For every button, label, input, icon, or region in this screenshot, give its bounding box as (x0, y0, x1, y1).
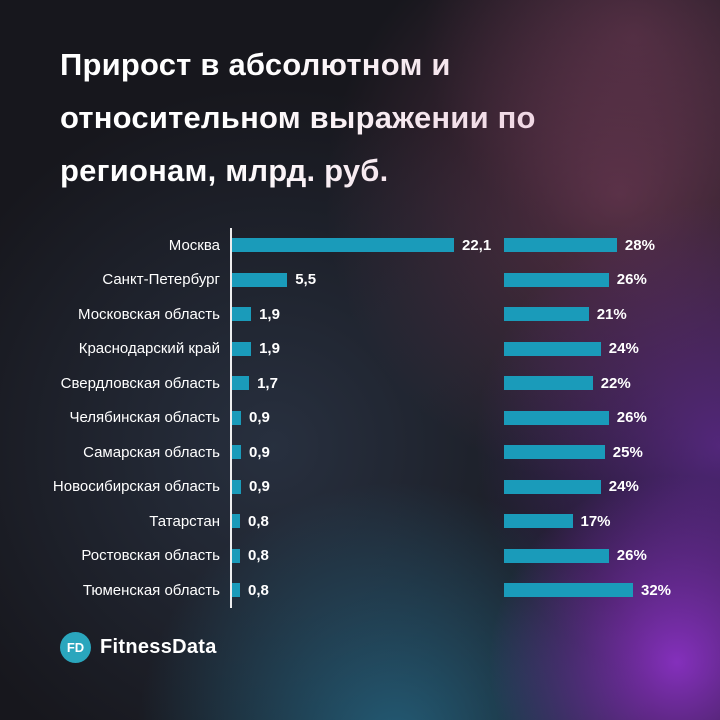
dual-bar-chart: Москва 22,1 28% Санкт-Петербург 5,5 26% Москов… (0, 228, 720, 608)
absolute-value-bar (232, 376, 250, 391)
chart-row: Москва 22,1 28% (0, 228, 720, 263)
absolute-value-bar (232, 410, 241, 425)
percent-value-label: 28% (624, 236, 655, 254)
percent-bar-zone: 26% (504, 263, 720, 298)
percent-value-label: 24% (608, 478, 639, 496)
chart-rows: Москва 22,1 28% Санкт-Петербург 5,5 26% Москов… (0, 228, 720, 608)
absolute-bar-zone: 1,9 (230, 331, 504, 366)
absolute-bar-zone: 0,9 (230, 469, 504, 504)
fitnessdata-logo-icon: FD (60, 632, 91, 663)
absolute-value-bar (232, 272, 288, 287)
absolute-value-label: 0,8 (248, 512, 269, 530)
percent-value-label: 26% (616, 547, 647, 565)
absolute-value-bar (232, 238, 454, 253)
percent-bar-zone: 24% (504, 332, 720, 367)
absolute-value-label: 0,9 (249, 409, 270, 427)
percent-value-bar (504, 272, 609, 287)
absolute-value-label: 1,9 (259, 305, 280, 323)
percent-value-label: 22% (600, 374, 631, 392)
percent-bar-zone: 21% (504, 297, 720, 332)
percent-bar-zone: 25% (504, 435, 720, 470)
chart-row: Новосибирская область 0,9 24% (0, 469, 720, 505)
percent-value-bar (504, 341, 601, 356)
absolute-value-label: 1,9 (259, 340, 280, 358)
percent-value-bar (504, 307, 589, 322)
chart-row: Санкт-Петербург 5,5 26% (0, 262, 720, 298)
fitnessdata-logo-text: FitnessData (100, 636, 217, 658)
percent-value-bar (504, 238, 617, 253)
chart-row: Краснодарский край 1,9 24% (0, 331, 720, 367)
percent-value-label: 26% (616, 409, 647, 427)
absolute-bar-zone: 0,9 (230, 435, 504, 470)
percent-value-label: 32% (641, 581, 672, 599)
absolute-bar-zone: 5,5 (230, 262, 504, 297)
chart-row: Челябинская область 0,9 26% (0, 400, 720, 436)
percent-value-label: 17% (580, 512, 611, 530)
chart-row: Тюменская область 0,8 32% (0, 573, 720, 608)
percent-value-label: 24% (608, 340, 639, 358)
percent-bar-zone: 24% (504, 470, 720, 505)
chart-title: Прирост в абсолютном и относительном выр… (60, 38, 680, 197)
region-label: Московская область (78, 305, 220, 323)
region-label: Санкт-Петербург (102, 271, 220, 289)
chart-row: Татарстан 0,8 17% (0, 504, 720, 539)
percent-value-bar (504, 445, 605, 460)
absolute-bar-zone: 1,9 (230, 297, 504, 332)
absolute-value-bar (232, 341, 252, 356)
percent-value-label: 26% (616, 271, 647, 289)
absolute-value-label: 5,5 (295, 271, 317, 289)
percent-bar-zone: 26% (504, 401, 720, 436)
region-label: Ростовская область (81, 547, 220, 565)
percent-bar-zone: 26% (504, 539, 720, 574)
absolute-value-label: 0,8 (248, 547, 269, 565)
chart-row: Московская область 1,9 21% (0, 297, 720, 332)
absolute-bar-zone: 0,8 (230, 573, 504, 608)
chart-row: Свердловская область 1,7 22% (0, 366, 720, 401)
percent-value-label: 21% (596, 305, 627, 323)
absolute-bar-zone: 1,7 (230, 366, 504, 401)
percent-bar-zone: 28% (504, 228, 720, 263)
percent-value-bar (504, 514, 573, 529)
percent-value-label: 25% (612, 443, 643, 461)
absolute-value-bar (232, 548, 240, 563)
region-label: Челябинская область (69, 409, 220, 427)
absolute-value-bar (232, 583, 240, 598)
region-label: Татарстан (149, 512, 220, 530)
absolute-value-label: 0,9 (249, 478, 270, 496)
region-label: Новосибирская область (52, 478, 220, 496)
absolute-value-label: 1,7 (257, 374, 278, 392)
region-label: Свердловская область (60, 374, 220, 392)
region-label: Краснодарский край (78, 340, 220, 358)
absolute-value-bar (232, 514, 240, 529)
absolute-value-bar (232, 479, 241, 494)
absolute-bar-zone: 0,8 (230, 538, 504, 573)
absolute-bar-zone: 0,8 (230, 504, 504, 539)
percent-value-bar (504, 583, 633, 598)
percent-value-bar (504, 479, 601, 494)
absolute-bar-zone: 22,1 (230, 228, 504, 263)
region-label: Самарская область (83, 443, 220, 461)
percent-value-bar (504, 376, 593, 391)
percent-bar-zone: 17% (504, 504, 720, 539)
absolute-value-bar (232, 445, 241, 460)
absolute-value-label: 0,9 (249, 443, 270, 461)
chart-row: Ростовская область 0,8 26% (0, 538, 720, 574)
absolute-value-bar (232, 307, 252, 322)
percent-bar-zone: 32% (504, 573, 720, 608)
percent-bar-zone: 22% (504, 366, 720, 401)
brand-footer: FD FitnessData (60, 632, 217, 663)
region-label: Тюменская область (82, 581, 220, 599)
chart-row: Самарская область 0,9 25% (0, 435, 720, 470)
absolute-value-label: 22,1 (462, 236, 492, 254)
absolute-value-label: 0,8 (248, 581, 269, 599)
percent-value-bar (504, 548, 609, 563)
percent-value-bar (504, 410, 609, 425)
absolute-bar-zone: 0,9 (230, 400, 504, 435)
region-label: Москва (168, 236, 220, 254)
